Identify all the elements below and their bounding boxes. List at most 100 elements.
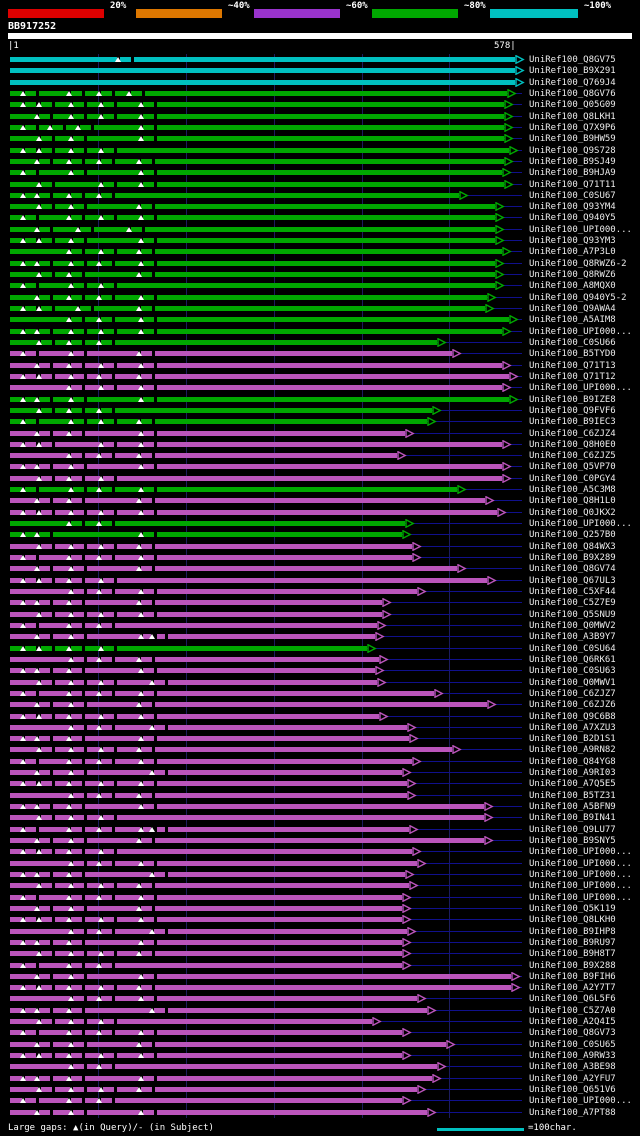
- hit-bar[interactable]: [10, 464, 502, 470]
- hit-label[interactable]: UniRef100_Q7X9P6: [529, 122, 616, 133]
- hit-bar[interactable]: [10, 792, 407, 798]
- hit-label[interactable]: UniRef100_A7PT88: [529, 1107, 616, 1118]
- hit-label[interactable]: UniRef100_UPI000...: [529, 326, 632, 337]
- hit-bar[interactable]: [10, 1075, 432, 1081]
- hit-label[interactable]: UniRef100_A7XZU3: [529, 722, 616, 733]
- hit-label[interactable]: UniRef100_UPI000...: [529, 383, 632, 394]
- hit-bar[interactable]: [10, 362, 502, 368]
- hit-bar[interactable]: [10, 996, 417, 1002]
- hit-bar[interactable]: [10, 589, 417, 594]
- hit-bar[interactable]: [10, 668, 376, 674]
- hit-bar[interactable]: [10, 475, 502, 481]
- hit-label[interactable]: UniRef100_B9X289: [529, 553, 616, 564]
- hit-bar[interactable]: [10, 724, 407, 730]
- hit-label[interactable]: UniRef100_Q71T12: [529, 371, 616, 382]
- hit-label[interactable]: UniRef100_C0SU64: [529, 643, 616, 654]
- hit-bar[interactable]: [10, 113, 504, 119]
- hit-label[interactable]: UniRef100_UPI000...: [529, 1096, 632, 1107]
- hit-label[interactable]: UniRef100_Q71T11: [529, 179, 616, 190]
- hit-label[interactable]: UniRef100_B9SNY5: [529, 836, 616, 847]
- hit-label[interactable]: UniRef100_Q651V6: [529, 1085, 616, 1096]
- hit-label[interactable]: UniRef100_C5Z7A0: [529, 1005, 616, 1016]
- hit-bar[interactable]: [10, 90, 508, 96]
- hit-bar[interactable]: [10, 532, 402, 538]
- hit-bar[interactable]: [10, 351, 452, 357]
- hit-label[interactable]: UniRef100_C0PGY4: [529, 473, 616, 484]
- hit-label[interactable]: UniRef100_B9X288: [529, 960, 616, 971]
- hit-bar[interactable]: [10, 781, 407, 787]
- hit-bar[interactable]: [10, 136, 504, 142]
- hit-label[interactable]: UniRef100_A7P3L0: [529, 247, 616, 258]
- hit-label[interactable]: UniRef100_B9IEC3: [529, 417, 616, 428]
- hit-label[interactable]: UniRef100_Q6L5F6: [529, 994, 616, 1005]
- hit-bar[interactable]: [10, 543, 413, 549]
- hit-label[interactable]: UniRef100_C5Z7E9: [529, 598, 616, 609]
- hit-label[interactable]: UniRef100_B5TZ31: [529, 790, 616, 801]
- hit-bar[interactable]: [10, 226, 495, 232]
- hit-label[interactable]: UniRef100_Q67UL3: [529, 575, 616, 586]
- hit-label[interactable]: UniRef100_C6ZJZ4: [529, 428, 616, 439]
- hit-bar[interactable]: [10, 939, 402, 945]
- hit-label[interactable]: UniRef100_UPI000...: [529, 519, 632, 530]
- hit-label[interactable]: UniRef100_C6ZJZ6: [529, 700, 616, 711]
- hit-bar[interactable]: [10, 962, 402, 968]
- hit-bar[interactable]: [10, 430, 406, 436]
- hit-bar[interactable]: [10, 204, 495, 210]
- hit-bar[interactable]: [10, 521, 406, 527]
- hit-label[interactable]: UniRef100_Q8H0E0: [529, 439, 616, 450]
- hit-bar[interactable]: [10, 917, 402, 923]
- hit-label[interactable]: UniRef100_B9HJA9: [529, 168, 616, 179]
- hit-label[interactable]: UniRef100_Q93YM3: [529, 236, 616, 247]
- hit-label[interactable]: UniRef100_Q84YG8: [529, 756, 616, 767]
- hit-label[interactable]: UniRef100_A3BE98: [529, 1062, 616, 1073]
- hit-bar[interactable]: [10, 328, 502, 334]
- hit-label[interactable]: UniRef100_Q940Y5-2: [529, 292, 627, 303]
- hit-label[interactable]: UniRef100_Q0JKX2: [529, 507, 616, 518]
- hit-bar[interactable]: [10, 611, 383, 617]
- hit-label[interactable]: UniRef100_A2YFU7: [529, 1073, 616, 1084]
- hit-label[interactable]: UniRef100_C0SU66: [529, 337, 616, 348]
- hit-label[interactable]: UniRef100_UPI000...: [529, 858, 632, 869]
- hit-bar[interactable]: [10, 804, 485, 810]
- hit-bar[interactable]: [10, 396, 509, 402]
- hit-bar[interactable]: [10, 1098, 402, 1104]
- hit-bar[interactable]: [10, 238, 495, 244]
- hit-label[interactable]: UniRef100_B5TYD0: [529, 349, 616, 360]
- hit-bar[interactable]: [10, 702, 487, 708]
- hit-bar[interactable]: [10, 747, 452, 753]
- hit-bar[interactable]: [10, 317, 509, 323]
- hit-label[interactable]: UniRef100_UPI000...: [529, 869, 632, 880]
- hit-label[interactable]: UniRef100_B9X291: [529, 66, 616, 77]
- hit-bar[interactable]: [10, 419, 428, 425]
- hit-bar[interactable]: [10, 124, 504, 130]
- hit-bar[interactable]: [10, 894, 402, 900]
- hit-bar[interactable]: [10, 860, 417, 866]
- hit-label[interactable]: UniRef100_Q8H1L0: [529, 496, 616, 507]
- hit-bar[interactable]: [10, 306, 486, 312]
- hit-label[interactable]: UniRef100_Q8LKH1: [529, 111, 616, 122]
- hit-bar[interactable]: [10, 170, 502, 176]
- hit-bar[interactable]: [10, 736, 409, 742]
- hit-label[interactable]: UniRef100_Q8LKH0: [529, 915, 616, 926]
- hit-label[interactable]: UniRef100_Q9C6B8: [529, 711, 616, 722]
- hit-bar[interactable]: [10, 577, 487, 583]
- hit-bar[interactable]: [10, 385, 502, 391]
- hit-bar[interactable]: [10, 770, 402, 776]
- hit-label[interactable]: UniRef100_C6ZJZ5: [529, 451, 616, 462]
- hit-bar[interactable]: [10, 441, 502, 447]
- hit-bar[interactable]: [10, 656, 379, 662]
- hit-bar[interactable]: [10, 68, 515, 74]
- hit-label[interactable]: UniRef100_Q9AWA4: [529, 304, 616, 315]
- hit-bar[interactable]: [10, 634, 376, 640]
- hit-label[interactable]: UniRef100_Q5K119: [529, 903, 616, 914]
- hit-label[interactable]: UniRef100_Q9FVF6: [529, 405, 616, 416]
- hit-label[interactable]: UniRef100_Q0MWV1: [529, 677, 616, 688]
- hit-label[interactable]: UniRef100_Q8GV76: [529, 88, 616, 99]
- hit-bar[interactable]: [10, 487, 457, 493]
- hit-bar[interactable]: [10, 600, 383, 606]
- hit-bar[interactable]: [10, 826, 409, 832]
- hit-label[interactable]: UniRef100_UPI000...: [529, 224, 632, 235]
- hit-bar[interactable]: [10, 509, 497, 515]
- hit-label[interactable]: UniRef100_Q6RK61: [529, 654, 616, 665]
- hit-bar[interactable]: [10, 838, 485, 844]
